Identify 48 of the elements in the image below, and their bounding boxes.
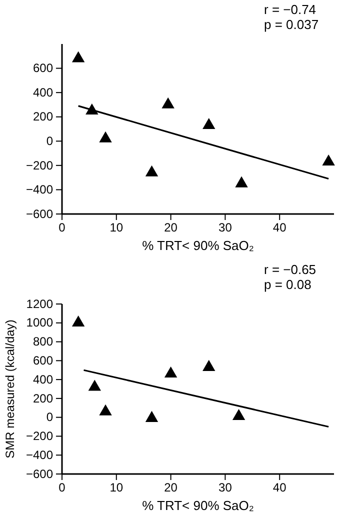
text: r = −0.74	[264, 2, 316, 17]
point	[235, 176, 248, 188]
y-tick-label: 1200	[26, 296, 54, 311]
point	[202, 118, 216, 130]
y-tick-label: 1000	[26, 316, 54, 330]
x-tick-label: 10	[110, 220, 124, 235]
x-tick-label: 0	[58, 220, 66, 235]
point	[145, 410, 158, 422]
y-tick-label: −600	[26, 466, 54, 481]
text: p = 0.08	[264, 277, 312, 292]
point	[232, 409, 246, 420]
y-tick-label: 200	[32, 110, 54, 124]
x-tick-label: 20	[164, 220, 178, 235]
point	[72, 316, 85, 327]
y-tick-label: 0	[46, 134, 54, 148]
y-tick-label: 600	[32, 61, 54, 76]
point	[202, 360, 216, 371]
point	[72, 51, 85, 62]
y-tick-label: −600	[26, 206, 54, 221]
point	[99, 131, 112, 142]
y-tick-label: 800	[32, 334, 54, 349]
point	[99, 404, 112, 416]
point	[322, 154, 335, 166]
point	[88, 380, 101, 391]
x-tick-label: 20	[164, 480, 178, 495]
point	[164, 366, 178, 378]
x-tick-label: 10	[110, 480, 124, 495]
y-tick-label: 0	[46, 410, 54, 424]
x-axis-title: % TRT< 90% SaO₂	[142, 498, 254, 513]
x-axis-title: % TRT< 90% SaO₂	[142, 238, 254, 253]
x-tick-label: 30	[218, 480, 232, 495]
y-axis-title: SMR measured (kcal/day)	[3, 320, 17, 458]
point	[162, 97, 174, 108]
x-tick-label: 30	[218, 220, 232, 235]
y-tick-label: 400	[32, 85, 54, 100]
x-tick-label: 0	[58, 480, 66, 495]
y-tick-label: 600	[32, 354, 54, 368]
y-tick-label: 200	[32, 391, 54, 406]
point	[145, 165, 158, 176]
y-tick-label: −400	[26, 448, 54, 462]
x-tick-label: 40	[272, 220, 287, 235]
text: p = 0.037	[264, 17, 319, 32]
x-tick-label: 40	[272, 480, 287, 495]
y-tick-label: −200	[26, 429, 54, 444]
y-tick-label: 400	[32, 372, 54, 386]
text: r = −0.65	[264, 262, 316, 277]
y-tick-label: −400	[26, 182, 54, 197]
y-tick-label: −200	[26, 158, 54, 172]
